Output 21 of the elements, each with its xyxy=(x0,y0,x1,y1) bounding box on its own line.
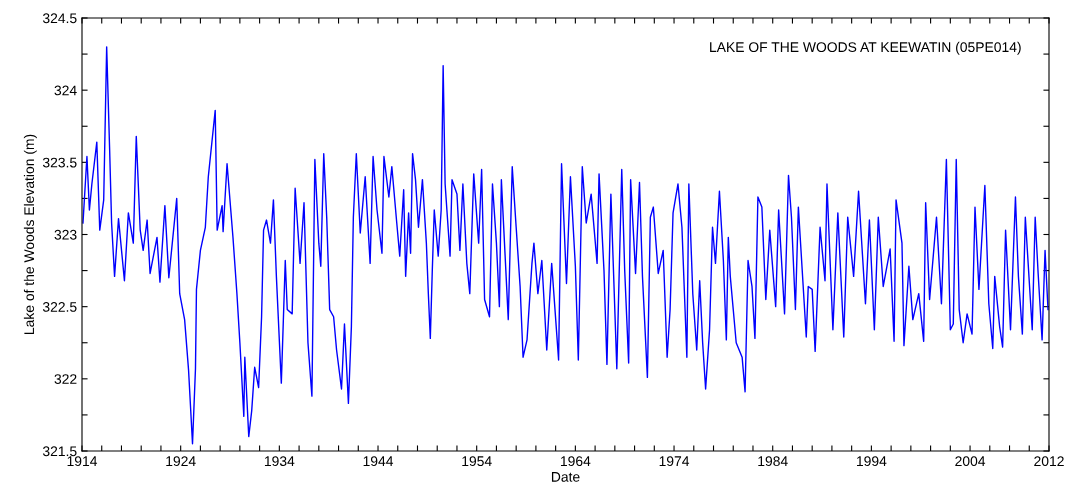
x-axis-title: Date xyxy=(551,472,580,482)
y-tick-label: 324.5 xyxy=(42,13,77,24)
x-tick-label: 2004 xyxy=(955,456,986,467)
x-tick-label: 1954 xyxy=(462,456,492,467)
y-axis-title: Lake of the Woods Elevation (m) xyxy=(23,134,37,334)
x-tick-label: 1994 xyxy=(857,456,887,467)
text: LAKE OF THE WOODS AT KEEWATIN (05PE014) xyxy=(710,41,1021,55)
x-tick-label: 1984 xyxy=(758,456,788,467)
x-tick-label: 1964 xyxy=(560,456,591,467)
y-tick-label: 322.5 xyxy=(42,302,77,312)
x-tick-label: 1934 xyxy=(264,456,295,467)
x-tick-label: 2012 xyxy=(1034,456,1064,467)
x-tick-label: 1944 xyxy=(363,456,394,467)
y-tick-label: 323.5 xyxy=(42,157,77,168)
y-tick-label: 321.5 xyxy=(42,446,77,457)
y-tick-label: 323 xyxy=(54,229,77,240)
x-tick-label: 1914 xyxy=(67,456,98,467)
y-tick-label: 322 xyxy=(54,374,77,384)
y-tick-label: 324 xyxy=(54,85,77,96)
x-tick-label: 1974 xyxy=(659,456,690,467)
x-tick-label: 1924 xyxy=(166,456,196,467)
